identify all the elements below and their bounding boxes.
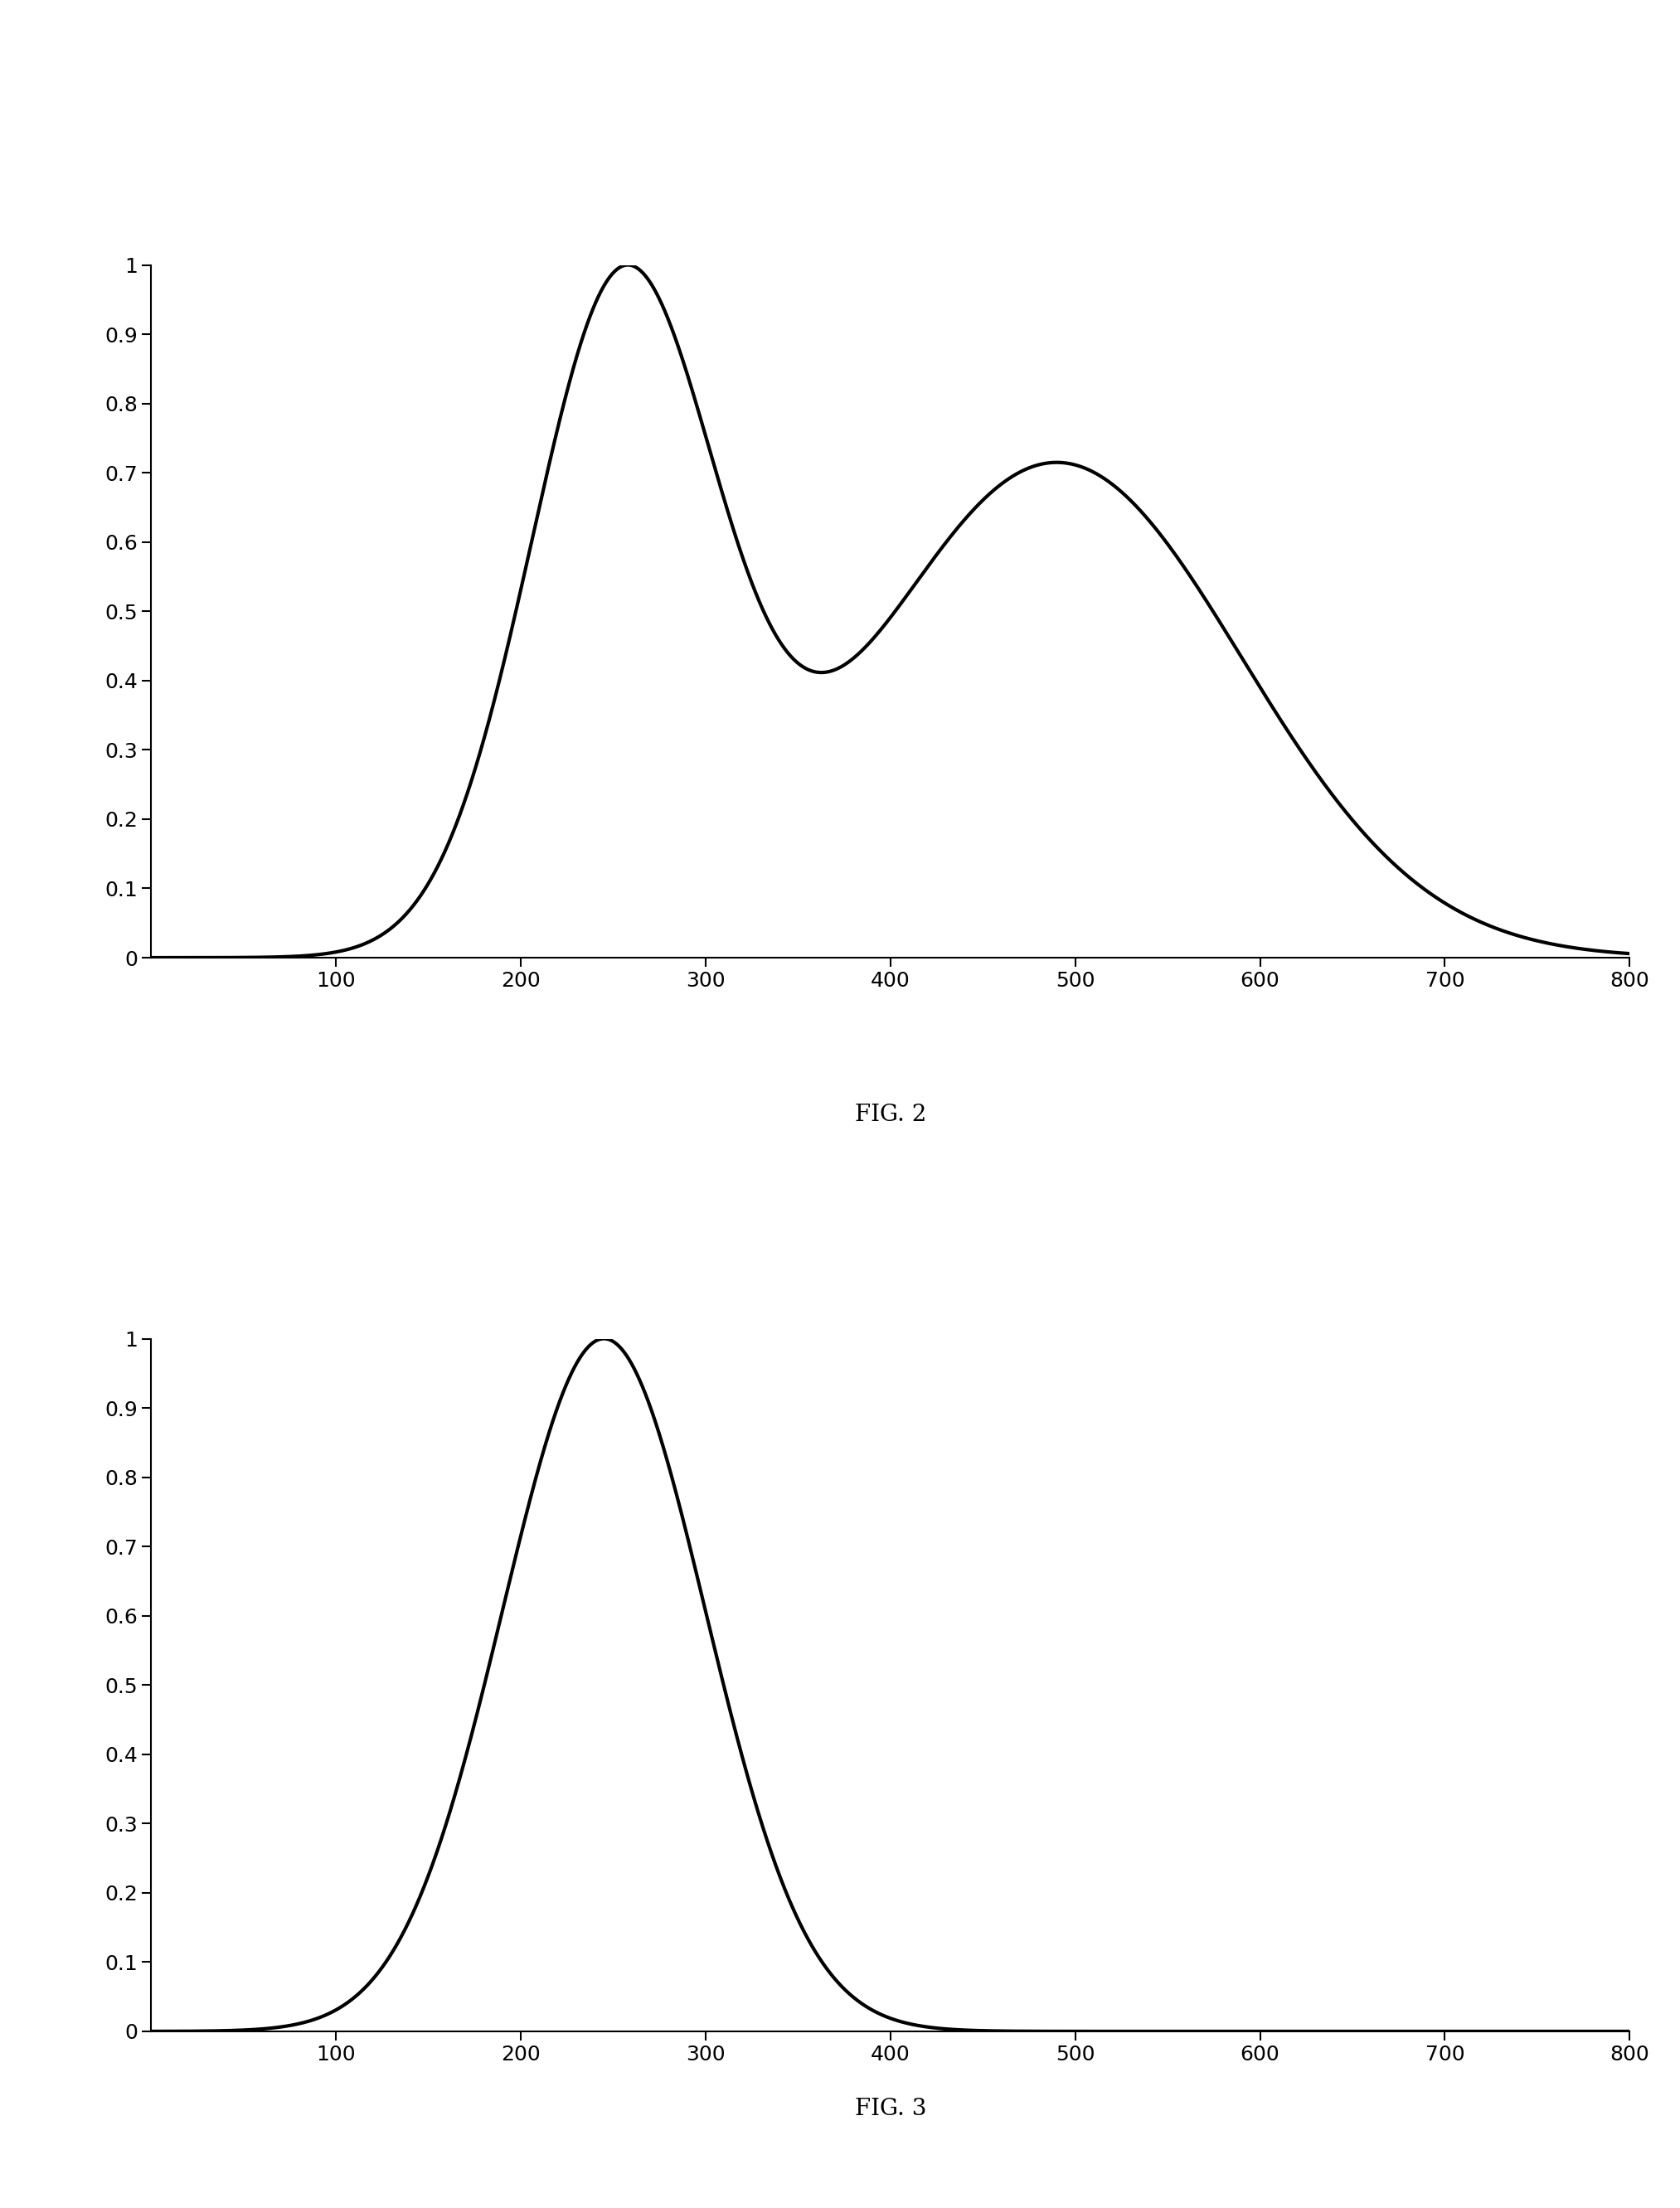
Text: FIG. 2: FIG. 2 <box>855 1104 926 1126</box>
Text: FIG. 3: FIG. 3 <box>855 2098 926 2120</box>
